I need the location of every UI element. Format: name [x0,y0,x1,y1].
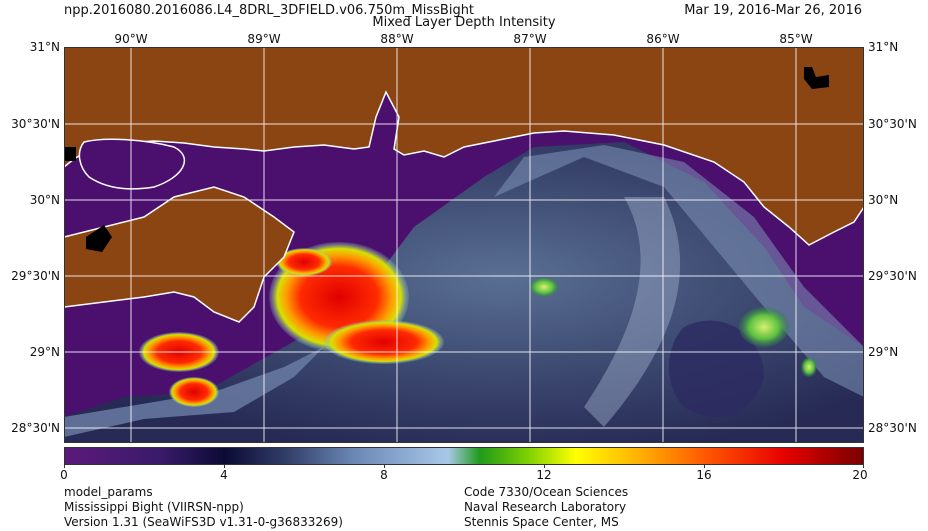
lat-label-31n-left: 31°N [29,40,60,54]
footer-region: Mississippi Bight (VIIRSN-npp) [64,500,244,514]
product-filename: npp.2016080.2016086.L4_8DRL_3DFIELD.v06.… [64,3,475,18]
colorbar-tick-mark-16 [704,465,705,468]
colorbar-tick-4: 4 [220,468,228,482]
lat-label-30n-right: 30°N [868,193,899,207]
eddy-core [669,320,764,417]
lon-label-88w: 88°W [380,32,414,46]
colorbar-tick-20: 20 [852,468,868,482]
moderate-patch-mid [529,277,559,297]
lat-label-28-30n-right: 28°30'N [868,421,917,435]
lon-label-87w: 87°W [513,32,547,46]
colorbar [64,447,864,465]
colorbar-tick-0: 0 [60,468,68,482]
shelf-band-east [494,145,864,397]
colorbar-tick-12: 12 [536,468,552,482]
high-intensity-patch-west-2 [169,377,219,407]
lon-label-85w: 85°W [779,32,813,46]
lon-label-90w: 90°W [114,32,148,46]
nodata-patch-east [804,67,829,89]
lat-label-30-30n-left: 30°30'N [11,117,60,131]
eddy-filament [584,197,681,427]
footer-location: Stennis Space Center, MS [464,515,619,529]
moderate-patch-east [739,307,789,347]
map-border [64,47,864,443]
shelf-band-west [64,347,324,437]
lon-label-86w: 86°W [646,32,680,46]
date-range: Mar 19, 2016-Mar 26, 2016 [684,3,862,18]
lat-label-28-30n-left: 28°30'N [11,421,60,435]
moderate-patch-east-2 [801,357,817,377]
footer-code: Code 7330/Ocean Sciences [464,485,629,499]
colorbar-tick-mark-8 [384,465,385,468]
mld-map [64,47,864,443]
lat-label-30-30n-right: 30°30'N [868,117,917,131]
lat-label-29-30n-right: 29°30'N [868,269,917,283]
map-canvas [64,47,864,443]
lat-label-29n-left: 29°N [29,345,60,359]
lat-label-31n-right: 31°N [868,40,899,54]
colorbar-tick-mark-12 [544,465,545,468]
colorbar-tick-mark-20 [863,465,864,468]
footer-right: Code 7330/Ocean Sciences Naval Research … [464,485,628,530]
graticule [64,47,864,443]
footer-model-params: model_params [64,485,153,499]
lat-label-29-30n-left: 29°30'N [11,269,60,283]
footer-left: model_params Mississippi Bight (VIIRSN-n… [64,485,343,530]
colorbar-tick-16: 16 [696,468,712,482]
map-title: Mixed Layer Depth Intensity [372,15,556,30]
nodata-patch-west [64,147,76,161]
colorbar-tick-mark-0 [64,465,65,468]
colorbar-tick-8: 8 [380,468,388,482]
lon-label-89w: 89°W [247,32,281,46]
lake-pontchartrain [78,138,186,190]
lat-label-29n-right: 29°N [868,345,899,359]
high-intensity-patch-south [324,320,444,364]
lat-label-30n-left: 30°N [29,193,60,207]
nodata-patch-inland [86,225,112,252]
footer-version: Version 1.31 (SeaWiFS3D v1.31-0-g3683326… [64,515,343,529]
footer-lab: Naval Research Laboratory [464,500,627,514]
colorbar-tick-mark-4 [224,465,225,468]
high-intensity-patch-north [276,248,332,276]
